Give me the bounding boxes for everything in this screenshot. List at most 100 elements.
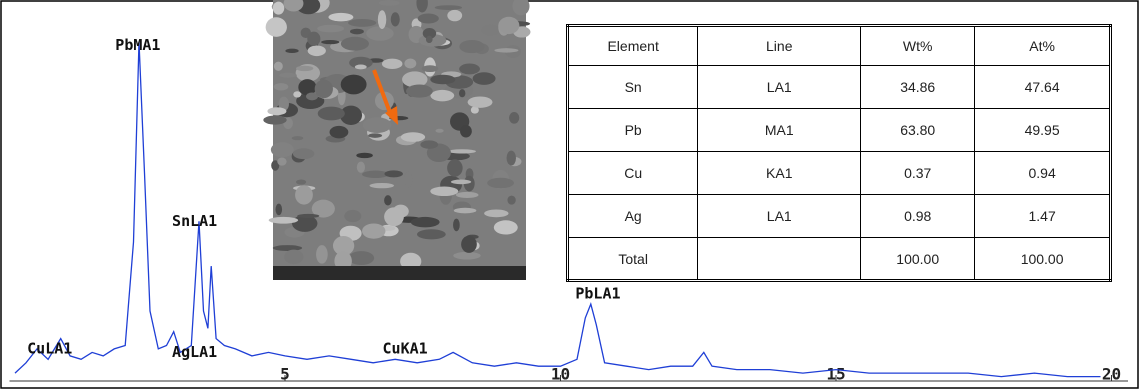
figure: 5101520PbMA1SnLA1PbLA1CuLA1AgLA1CuKA1 El… <box>0 0 1139 389</box>
sem-grain <box>341 75 367 95</box>
table-cell: 34.86 <box>861 66 975 109</box>
composition-table: ElementLineWt%At%SnLA134.8647.64PbMA163.… <box>566 24 1112 282</box>
sem-image <box>263 0 530 280</box>
sem-grain <box>344 210 361 222</box>
sem-grain <box>370 183 394 188</box>
sem-grain <box>267 107 286 115</box>
sem-grain <box>459 40 484 53</box>
table-cell: LA1 <box>698 195 861 238</box>
table-cell: 0.98 <box>861 195 975 238</box>
sem-grain <box>404 171 412 187</box>
peak-label: PbMA1 <box>115 36 160 54</box>
sem-grain <box>307 32 320 46</box>
sem-grain <box>404 58 416 68</box>
x-tick-label: 20 <box>1102 365 1121 384</box>
sem-grain <box>484 210 508 218</box>
sem-grain <box>406 85 433 98</box>
sem-grain <box>453 252 480 260</box>
table-cell <box>698 238 861 281</box>
sem-grain <box>362 223 385 238</box>
sem-grain <box>459 89 465 97</box>
table-cell: MA1 <box>698 109 861 152</box>
sem-grain <box>435 129 443 133</box>
sem-grain <box>494 48 518 52</box>
sem-grain <box>293 91 301 97</box>
sem-grain <box>422 65 439 72</box>
sem-grain <box>430 75 455 84</box>
sem-grain <box>269 217 298 224</box>
sem-grain <box>411 217 440 227</box>
sem-grain <box>284 250 303 264</box>
sem-grain <box>420 140 438 148</box>
sem-grain <box>279 73 297 78</box>
sem-grain <box>348 19 376 27</box>
peak-label: SnLA1 <box>172 212 217 230</box>
sem-grain <box>366 26 394 41</box>
sem-grain <box>456 192 479 198</box>
sem-info-bar <box>273 266 526 280</box>
sem-grain <box>273 245 302 251</box>
sem-grain <box>273 2 284 15</box>
sem-grain <box>435 5 462 10</box>
table-cell: 49.95 <box>975 109 1111 152</box>
sem-grain <box>509 112 519 124</box>
sem-grain <box>274 83 289 90</box>
table-cell: Element <box>568 26 698 66</box>
sem-grain <box>468 96 493 107</box>
sem-grain <box>349 251 375 265</box>
sem-grain <box>473 72 496 85</box>
sem-grain <box>296 179 306 184</box>
sem-grain <box>451 180 471 185</box>
table-cell: Ag <box>568 195 698 238</box>
sem-grain <box>448 149 476 153</box>
sem-grain <box>426 36 433 43</box>
sem-grain <box>321 40 339 44</box>
sem-grain <box>350 29 364 35</box>
sem-grain <box>453 219 460 232</box>
x-tick-label: 15 <box>826 365 845 384</box>
sem-grain <box>384 195 392 205</box>
sem-grain <box>368 133 382 137</box>
sem-grain <box>461 236 477 253</box>
table-cell: Wt% <box>861 26 975 66</box>
x-tick-label: 10 <box>551 365 570 384</box>
sem-grain <box>315 80 333 98</box>
sem-grain <box>341 37 369 51</box>
sem-grain <box>401 132 425 142</box>
table-cell: 100.00 <box>861 238 975 281</box>
sem-grain <box>293 148 314 159</box>
table-cell: Total <box>568 238 698 281</box>
sem-grain <box>418 14 439 24</box>
sem-grain <box>454 208 477 214</box>
sem-grain <box>378 10 386 29</box>
sem-grain <box>295 185 313 204</box>
sem-grain <box>316 245 328 264</box>
sem-grain <box>447 10 462 21</box>
table-row: CuKA10.370.94 <box>568 152 1111 195</box>
peak-label: CuLA1 <box>27 339 72 357</box>
sem-grain <box>382 59 402 69</box>
sem-grain <box>460 125 472 138</box>
sem-grain <box>482 25 500 36</box>
table-cell: 0.94 <box>975 152 1111 195</box>
table-cell: 100.00 <box>975 238 1111 281</box>
sem-grain <box>275 204 282 216</box>
sem-grain <box>285 49 298 53</box>
sem-grain <box>363 117 392 133</box>
sem-grain <box>296 66 313 71</box>
sem-grain <box>487 178 514 189</box>
table-cell: Cu <box>568 152 698 195</box>
peak-label: CuKA1 <box>383 339 428 357</box>
sem-grain <box>271 142 294 157</box>
sem-grain <box>447 159 463 176</box>
sem-grain <box>328 13 353 21</box>
sem-grain <box>417 229 446 239</box>
sem-grain <box>391 12 400 26</box>
table-cell: Pb <box>568 109 698 152</box>
sem-grain <box>297 214 319 218</box>
sem-grain <box>292 136 304 140</box>
table-cell: 1.47 <box>975 195 1111 238</box>
table-cell: LA1 <box>698 66 861 109</box>
table-cell: 0.37 <box>861 152 975 195</box>
